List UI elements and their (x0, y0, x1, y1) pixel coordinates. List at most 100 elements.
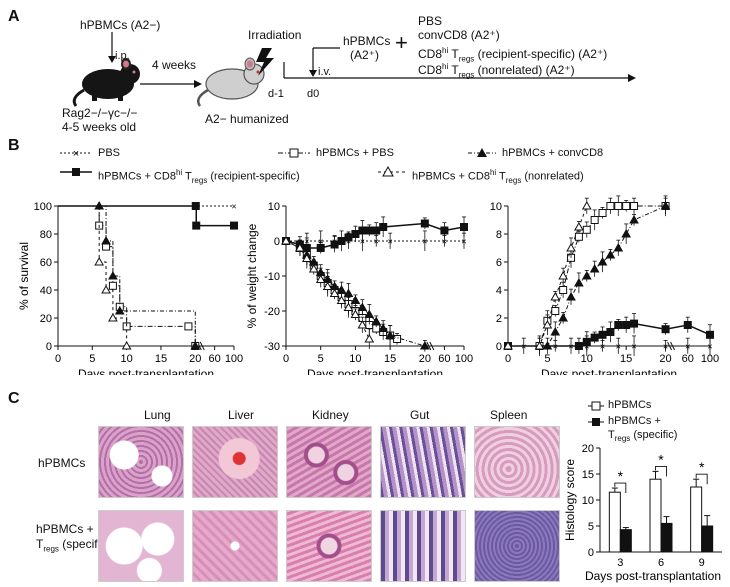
data-point (574, 277, 584, 287)
y-tick-label: 6 (496, 257, 502, 269)
bar (701, 525, 714, 553)
data-point (108, 312, 118, 322)
data-point (378, 323, 389, 332)
x-tick-label: 15 (384, 353, 396, 365)
survival-chart: 0 20 40 60 80 100 0 5 10 15 20 60 100 Days post-trans… (17, 200, 243, 375)
y-tick-label: 40 (40, 285, 52, 297)
x-tick-label: 60 (438, 353, 450, 365)
series-4 (281, 235, 375, 350)
data-point (301, 253, 312, 262)
data-point: × (600, 342, 605, 352)
bar (608, 491, 621, 553)
data-point (622, 202, 631, 210)
y-tick-label: 0 (588, 547, 594, 559)
data-point: × (616, 342, 621, 352)
bar-legend-marks (588, 401, 604, 426)
x-axis-label: Days post-transplantation (541, 367, 677, 375)
data-point (503, 340, 513, 350)
option-treg-nonrelated: CD8hi Tregs (nonrelated) (A2⁺) (418, 62, 575, 80)
data-point (605, 249, 616, 259)
significance-bracket (695, 473, 708, 485)
data-point (582, 337, 591, 346)
series-3 (282, 216, 468, 259)
data-point (559, 286, 568, 294)
second-pbmc-hla: (A2⁺) (350, 48, 380, 62)
data-point (357, 302, 368, 311)
data-point (316, 244, 325, 252)
data-point (542, 319, 553, 329)
col-label-gut: Gut (410, 408, 430, 422)
series-3 (58, 202, 238, 230)
data-point (597, 256, 608, 266)
data-point (440, 226, 449, 235)
col-label-kidney: Kidney (312, 408, 349, 422)
panel-a-schematic (72, 32, 636, 107)
y-tick-label: 20 (40, 313, 52, 325)
x-axis-label: Days post-transplantation (78, 367, 214, 375)
histology-gut-hpbmc (380, 426, 466, 498)
x-tick-label: 20 (419, 353, 431, 365)
data-point (558, 312, 569, 322)
bar (649, 478, 662, 553)
donor-label: hPBMCs (A2−) (80, 18, 161, 32)
histology-kidney-hpbmc (286, 426, 372, 498)
x-tick-label: 0 (505, 353, 511, 365)
day-minus1-label: d-1 (268, 88, 284, 100)
data-point: × (360, 237, 365, 247)
histology-bar-chart: 0 5 10 15 20 Histology score 3 * 6 * 9 * Days post-t… (563, 443, 722, 583)
significance-mark: * (699, 459, 705, 475)
x-tick-label: 0 (55, 353, 61, 365)
histology-kidney-treg (286, 510, 372, 582)
data-point (343, 302, 354, 311)
bar-legend-treg-2: Tregs (specific) (608, 429, 678, 444)
y-tick-label: 10 (582, 495, 594, 507)
bar-legend-hpbmc: hPBMCs (608, 399, 652, 411)
x-tick-label: 3 (617, 557, 623, 569)
y-tick-label: 8 (496, 229, 502, 241)
lightning-icon (256, 48, 274, 76)
legend-treg-nonrel: hPBMCs + CD8hi Tregs (nonrelated) (412, 168, 584, 185)
series-3 (504, 313, 714, 354)
data-point (534, 340, 545, 350)
data-point (550, 291, 561, 301)
data-point (574, 342, 583, 350)
option-convcd8: convCD8 (A2⁺) (418, 28, 500, 42)
data-point: × (231, 202, 236, 212)
bar (690, 486, 703, 553)
data-point (550, 326, 561, 336)
option-pbs: PBS (418, 14, 443, 28)
bar-legend-treg-1: hPBMCs + (608, 415, 661, 427)
interval-label: 4 weeks (152, 58, 197, 72)
data-point (629, 214, 639, 224)
series-4 (503, 197, 592, 354)
col-label-liver: Liver (228, 408, 255, 422)
data-point (598, 209, 607, 217)
data-point (295, 242, 305, 252)
data-point (581, 200, 592, 210)
y-tick-label: 100 (34, 201, 52, 213)
data-point (308, 263, 319, 273)
data-point (614, 202, 623, 210)
data-point: × (442, 237, 447, 247)
data-point (420, 219, 429, 228)
data-point (621, 228, 632, 238)
histology-lung-hpbmc (98, 426, 184, 498)
x-tick-label: 9 (699, 557, 705, 569)
x-tick-label: 10 (581, 353, 593, 365)
data-point (337, 237, 346, 245)
data-point (566, 242, 576, 252)
data-point (350, 309, 361, 318)
y-tick-label: 60 (40, 257, 52, 269)
significance-mark: * (618, 468, 624, 484)
y-axis-label: % of survival (17, 242, 31, 310)
humanized-mouse-icon (197, 57, 265, 107)
data-point (613, 242, 624, 252)
y-tick-label: -20 (264, 306, 280, 318)
data-point (551, 307, 560, 315)
legend-hpbmc-conv: hPBMCs + convCD8 (502, 147, 604, 159)
data-point (344, 233, 353, 242)
second-pbmc-label: hPBMCs (343, 34, 391, 48)
data-point: × (387, 237, 392, 247)
data-point (351, 230, 360, 238)
